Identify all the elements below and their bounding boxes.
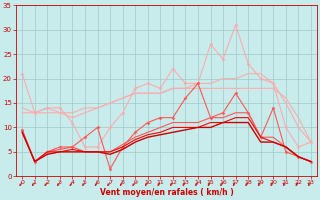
X-axis label: Vent moyen/en rafales ( km/h ): Vent moyen/en rafales ( km/h ) (100, 188, 234, 197)
